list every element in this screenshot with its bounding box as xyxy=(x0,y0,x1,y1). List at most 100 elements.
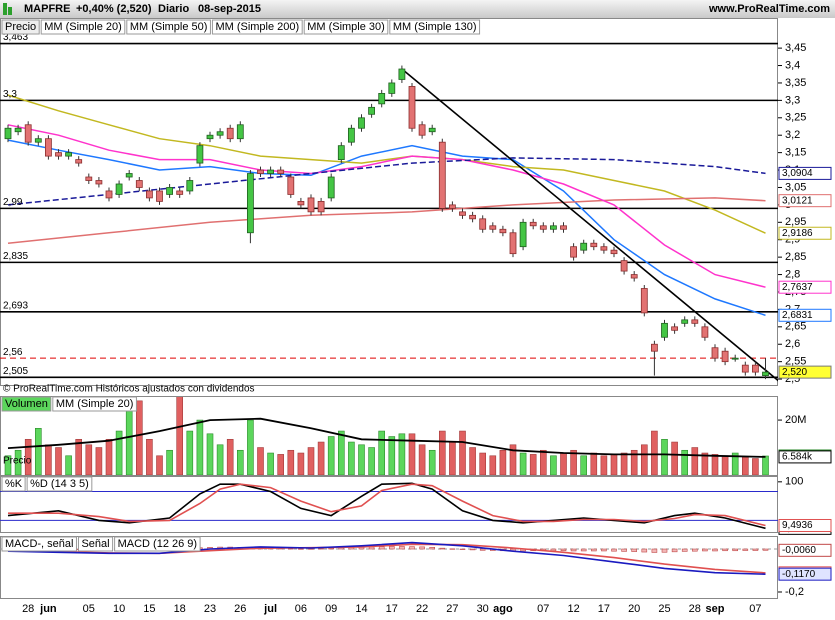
candle-body xyxy=(55,152,62,157)
candle-body xyxy=(95,180,103,185)
candle-body xyxy=(661,322,668,338)
candle-body xyxy=(307,197,315,213)
legend-box xyxy=(77,536,114,552)
volume-bar xyxy=(95,447,103,475)
volume-bar xyxy=(651,430,658,475)
histogram-bar xyxy=(762,548,769,551)
candle-body xyxy=(75,159,83,164)
histogram-bar xyxy=(318,548,324,550)
volume-bar xyxy=(257,447,264,475)
volume-bar xyxy=(721,455,729,475)
x-tick-label: 14 xyxy=(355,603,367,615)
histogram-bar xyxy=(641,548,648,553)
candle-body xyxy=(620,260,628,272)
volume-bar xyxy=(146,438,153,475)
candle-body xyxy=(4,127,12,140)
volume-bar xyxy=(499,449,507,475)
panel xyxy=(0,42,778,382)
legend-box xyxy=(1,396,52,412)
x-tick-label: 28 xyxy=(22,603,34,615)
instrument: MAPFRE xyxy=(24,3,70,15)
legend-entry: MM (Simple 50) xyxy=(130,21,208,33)
volume-bar xyxy=(519,452,527,475)
series-line xyxy=(7,139,766,317)
histogram-bar xyxy=(681,548,688,552)
x-tick-label: jul xyxy=(263,603,277,615)
y-tick-label: 3,15 xyxy=(785,147,806,159)
candle-body xyxy=(277,169,285,174)
volume-bar xyxy=(105,438,113,475)
candle-body xyxy=(428,127,436,133)
legend-box xyxy=(303,19,389,35)
volume-bar xyxy=(216,444,224,475)
value-label: 2,7637 xyxy=(782,282,813,293)
candle-body xyxy=(45,138,52,157)
candle-body xyxy=(206,134,214,140)
candle-body xyxy=(246,173,254,234)
legend-entry: MACD (12 26 9) xyxy=(118,538,197,550)
histogram-bar xyxy=(671,548,678,553)
x-tick-label: 12 xyxy=(567,603,579,615)
candle-body xyxy=(186,180,194,192)
candle-body xyxy=(24,124,32,143)
volume-bar xyxy=(449,441,456,475)
volume-bar xyxy=(580,455,588,475)
site: www.ProRealTime.com xyxy=(708,3,830,15)
value-box xyxy=(778,308,832,322)
candle-body xyxy=(671,326,678,331)
candle-body xyxy=(489,225,497,230)
histogram-bar xyxy=(388,546,395,550)
volume-bar xyxy=(378,430,386,475)
x-tick-label: 28 xyxy=(689,603,701,615)
level-label: 2,505 xyxy=(3,366,28,377)
value-label: -0,1170 xyxy=(782,569,816,580)
candle-body xyxy=(499,228,507,234)
candle-body xyxy=(226,127,234,140)
candle-body xyxy=(762,371,769,376)
x-tick-label: 05 xyxy=(83,603,95,615)
candle-body xyxy=(701,326,709,338)
x-tick-label: sep xyxy=(706,603,725,615)
level-label: 2,693 xyxy=(3,300,28,311)
candle-body xyxy=(529,221,537,227)
histogram-bar xyxy=(651,548,658,553)
y-tick-label: 3,05 xyxy=(785,181,806,193)
candle-body xyxy=(196,145,204,164)
y-tick-label: 3,2 xyxy=(785,129,800,141)
y-tick-label: 3,25 xyxy=(785,112,806,124)
legend-entry: MACD-, señal xyxy=(5,538,73,550)
level-label: 2,835 xyxy=(3,251,28,262)
volume-bar xyxy=(186,430,194,475)
legend-entry: %D (14 3 5) xyxy=(30,478,89,490)
histogram-bar xyxy=(449,548,456,550)
volume-bar xyxy=(368,447,375,475)
panel-frame xyxy=(0,476,778,533)
volume-bar xyxy=(14,449,22,475)
series-line xyxy=(7,417,766,458)
volume-bar xyxy=(398,433,406,475)
series-line xyxy=(7,124,766,288)
candle-body xyxy=(681,319,689,324)
panel-frame xyxy=(0,536,778,599)
x-tick-label: 23 xyxy=(204,603,216,615)
candle-body xyxy=(570,246,577,258)
volume-bar xyxy=(418,444,426,475)
candle-body xyxy=(115,183,123,195)
candle-body xyxy=(337,145,345,160)
volume-bar xyxy=(529,454,537,475)
volume-bar xyxy=(115,430,123,475)
histogram-bar xyxy=(590,548,597,552)
volume-bar xyxy=(408,433,416,475)
x-tick-label: 22 xyxy=(416,603,428,615)
y-tick-label: 100 xyxy=(785,476,803,488)
volume-bar xyxy=(701,452,709,475)
value-label: 2,9186 xyxy=(782,228,813,239)
y-tick-label: -0,2 xyxy=(785,586,804,598)
y-tick-label: 3,45 xyxy=(785,42,806,54)
histogram-bar xyxy=(459,548,466,550)
legend-box xyxy=(1,19,40,35)
change: +0,40% (2,520) xyxy=(76,3,152,15)
frames xyxy=(0,18,778,599)
volume-bar xyxy=(741,456,749,475)
